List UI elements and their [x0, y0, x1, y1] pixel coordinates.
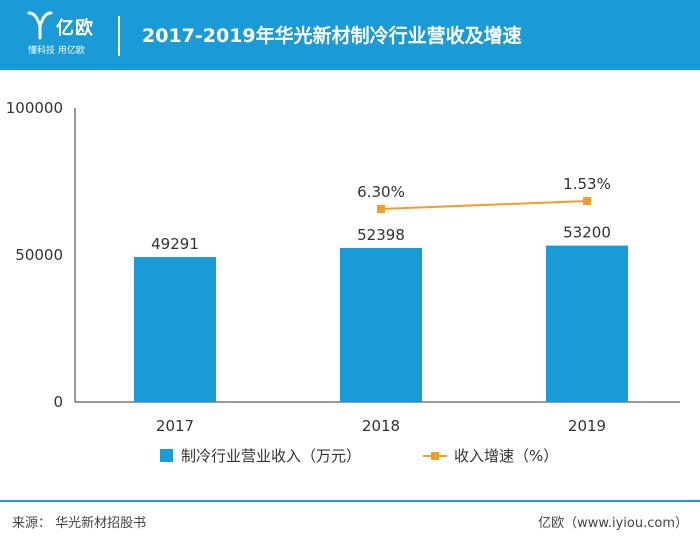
y-tick-label: 100000: [6, 99, 63, 117]
bar-value-label: 53200: [563, 224, 611, 242]
legend-swatch-revenue: [160, 449, 173, 462]
legend-marker-growth: [431, 452, 439, 460]
logo: 亿欧 懂科技 用亿欧: [26, 10, 106, 60]
growth-value-label: 6.30%: [357, 183, 405, 201]
footer-divider: [0, 500, 700, 502]
growth-point: [583, 197, 591, 205]
logo-y-icon: [27, 11, 53, 40]
legend-label-revenue: 制冷行业营业收入（万元）: [181, 447, 361, 465]
bar: [546, 245, 628, 402]
header-bar: 亿欧 懂科技 用亿欧 2017-2019年华光新材制冷行业营收及增速: [0, 0, 700, 70]
x-tick-label: 2017: [156, 417, 194, 435]
header-divider: [118, 16, 120, 56]
y-tick-label: 50000: [15, 246, 63, 264]
bar: [340, 247, 422, 402]
chart: 0 50000 100000 49291 52398 53200 2017 2018 201…: [6, 99, 680, 465]
bar-value-label: 52398: [357, 226, 405, 244]
y-tick-label: 0: [53, 393, 63, 411]
growth-point: [377, 205, 385, 213]
x-tick-label: 2018: [362, 417, 400, 435]
bar-value-label: 49291: [151, 235, 199, 253]
legend-label-growth: 收入增速（%）: [454, 447, 558, 465]
x-tick-label: 2019: [568, 417, 606, 435]
growth-value-label: 1.53%: [563, 175, 611, 193]
page-title: 2017-2019年华光新材制冷行业营收及增速: [142, 25, 522, 47]
source-note: 来源： 华光新材招股书: [12, 516, 147, 531]
logo-slogan: 懂科技 用亿欧: [28, 46, 85, 56]
bar: [134, 257, 216, 402]
logo-name: 亿欧: [56, 18, 94, 39]
growth-line: [380, 200, 588, 210]
brand-credit: 亿欧（www.iyiou.com）: [538, 516, 688, 531]
